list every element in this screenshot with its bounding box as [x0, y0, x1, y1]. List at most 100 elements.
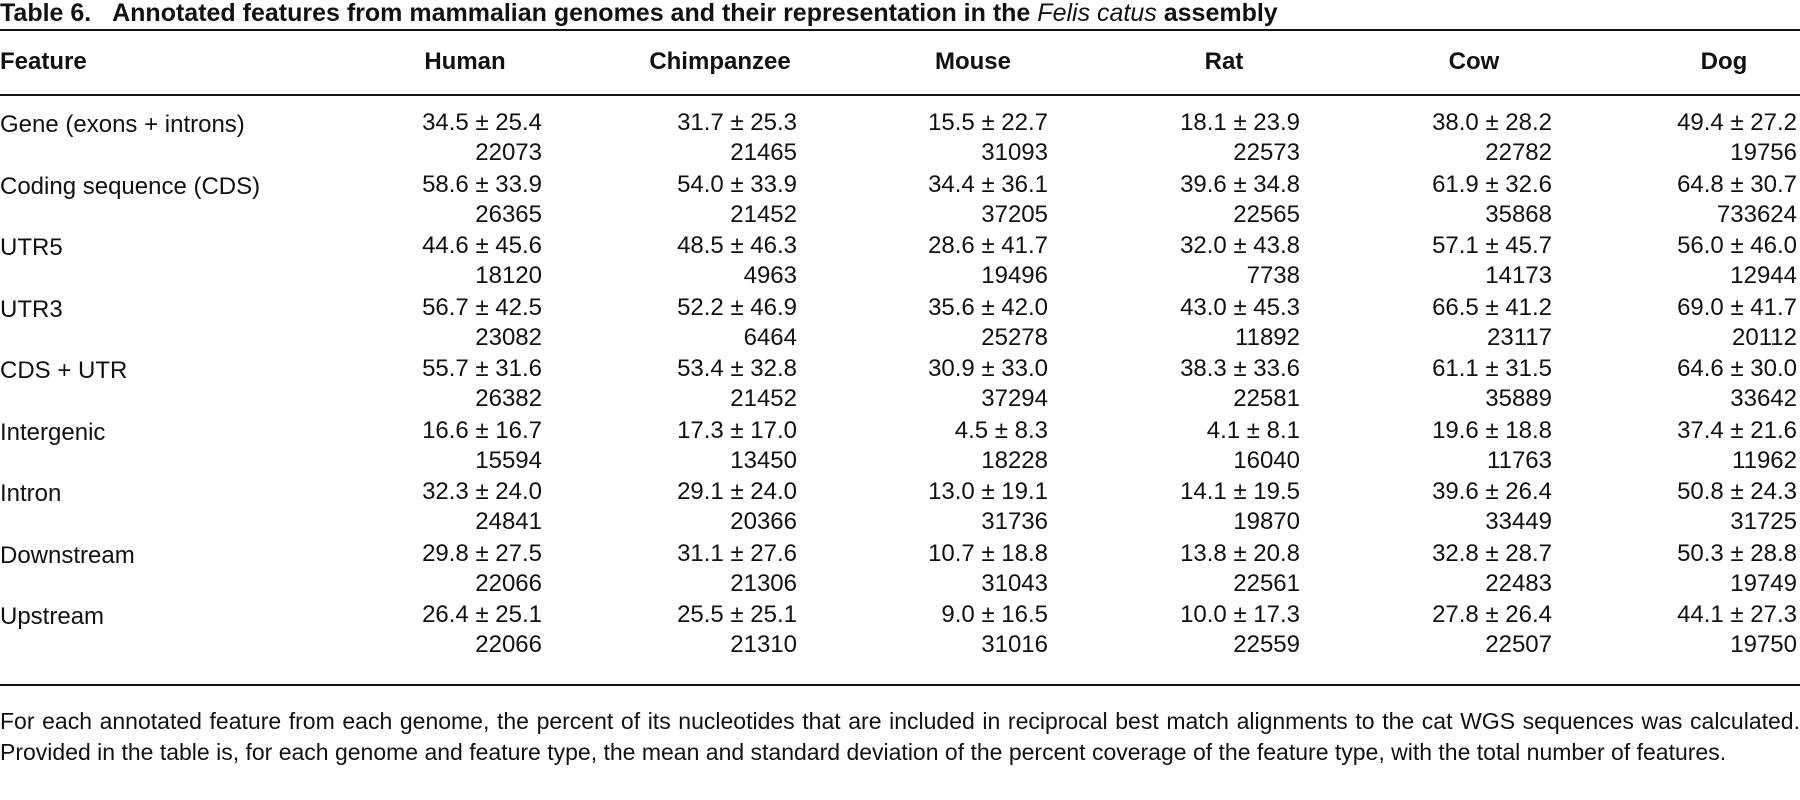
table-cell: 69.0 ± 41.7 20112 — [1597, 293, 1797, 353]
cell-count: 26365 — [475, 200, 542, 228]
cell-count: 31093 — [981, 139, 1048, 166]
table-cell: 61.1 ± 31.5 35889 — [1352, 354, 1552, 414]
table-cell: 26.4 ± 25.1 22066 — [342, 600, 542, 660]
cell-mean-sd: 32.3 ± 24.0 — [422, 478, 542, 505]
cell-count: 22561 — [1233, 569, 1300, 597]
cell-mean-sd: 17.3 ± 17.0 — [677, 416, 797, 444]
cell-count: 22559 — [1233, 631, 1300, 658]
cell-count: 33449 — [1485, 508, 1552, 535]
table-cell: 38.0 ± 28.2 22782 — [1352, 108, 1552, 168]
feature-label: Downstream — [0, 541, 135, 569]
cell-mean-sd: 48.5 ± 46.3 — [677, 232, 797, 259]
cell-mean-sd: 13.8 ± 20.8 — [1180, 539, 1300, 567]
feature-label: Coding sequence (CDS) — [0, 172, 261, 200]
table-cell: 32.3 ± 24.0 24841 — [342, 477, 542, 537]
cell-mean-sd: 14.1 ± 19.5 — [1180, 478, 1300, 505]
table-cell: 64.8 ± 30.7 733624 — [1597, 170, 1797, 230]
cell-count: 21465 — [730, 139, 797, 166]
cell-mean-sd: 58.6 ± 33.9 — [422, 170, 542, 198]
cell-count: 18228 — [981, 446, 1048, 474]
cell-mean-sd: 34.5 ± 25.4 — [422, 109, 542, 136]
cell-count: 16040 — [1233, 446, 1300, 474]
cell-count: 22565 — [1233, 200, 1300, 228]
cell-mean-sd: 10.0 ± 17.3 — [1180, 601, 1300, 628]
table-cell: 10.7 ± 18.8 31043 — [848, 539, 1048, 599]
cell-mean-sd: 54.0 ± 33.9 — [677, 170, 797, 198]
cell-count: 12944 — [1730, 262, 1797, 289]
cell-count: 22507 — [1485, 631, 1552, 658]
table-title-suffix: assembly — [1163, 0, 1278, 27]
cell-mean-sd: 18.1 ± 23.9 — [1180, 109, 1300, 136]
table-cell: 56.0 ± 46.0 12944 — [1597, 231, 1797, 291]
feature-label: Intron — [0, 480, 62, 507]
cell-mean-sd: 61.9 ± 32.6 — [1432, 170, 1552, 198]
cell-count: 23117 — [1487, 323, 1552, 351]
feature-label: CDS + UTR — [0, 357, 128, 384]
cell-count: 19870 — [1233, 508, 1300, 535]
column-header-feature: Feature — [0, 48, 87, 75]
cell-mean-sd: 39.6 ± 26.4 — [1432, 478, 1552, 505]
table-cell: 56.7 ± 42.5 23082 — [342, 293, 542, 353]
cell-count: 13450 — [730, 446, 797, 474]
feature-label: UTR3 — [0, 295, 63, 323]
cell-count: 11763 — [1487, 446, 1552, 474]
cell-mean-sd: 49.4 ± 27.2 — [1677, 109, 1797, 136]
cell-count: 35889 — [1485, 385, 1552, 412]
cell-count: 31725 — [1730, 508, 1797, 535]
cell-mean-sd: 55.7 ± 31.6 — [422, 355, 542, 382]
cell-mean-sd: 15.5 ± 22.7 — [928, 109, 1048, 136]
table-cell: 14.1 ± 19.5 19870 — [1100, 477, 1300, 537]
column-header-cow: Cow — [1448, 48, 1500, 75]
cell-count: 19750 — [1730, 631, 1797, 658]
cell-count: 20366 — [730, 508, 797, 535]
cell-count: 6464 — [743, 323, 797, 351]
column-header-chimpanzee: Chimpanzee — [649, 48, 791, 75]
cell-mean-sd: 32.8 ± 28.7 — [1432, 539, 1552, 567]
table-cell: 29.1 ± 24.0 20366 — [597, 477, 797, 537]
cell-count: 22073 — [475, 139, 542, 166]
cell-count: 21310 — [730, 631, 797, 658]
table-cell: 38.3 ± 33.6 22581 — [1100, 354, 1300, 414]
cell-mean-sd: 56.0 ± 46.0 — [1677, 232, 1797, 259]
table-cell: 44.1 ± 27.3 19750 — [1597, 600, 1797, 660]
table-cell: 66.5 ± 41.2 23117 — [1352, 293, 1552, 353]
cell-count: 733624 — [1716, 200, 1797, 228]
table-cell: 48.5 ± 46.3 4963 — [597, 231, 797, 291]
cell-count: 22483 — [1485, 569, 1552, 597]
table-title-text: Annotated features from mammalian genome… — [112, 0, 1031, 27]
cell-count: 21306 — [730, 569, 797, 597]
table-title-species: Felis catus — [1037, 0, 1157, 27]
feature-label: UTR5 — [0, 234, 63, 261]
cell-count: 18120 — [475, 262, 542, 289]
cell-mean-sd: 50.8 ± 24.3 — [1677, 478, 1797, 505]
cell-mean-sd: 30.9 ± 33.0 — [928, 355, 1048, 382]
table-cell: 35.6 ± 42.0 25278 — [848, 293, 1048, 353]
table-cell: 53.4 ± 32.8 21452 — [597, 354, 797, 414]
cell-count: 25278 — [981, 323, 1048, 351]
cell-mean-sd: 26.4 ± 25.1 — [422, 601, 542, 628]
bottom-rule — [0, 684, 1800, 686]
cell-mean-sd: 50.3 ± 28.8 — [1677, 539, 1797, 567]
cell-mean-sd: 38.3 ± 33.6 — [1180, 355, 1300, 382]
table-cell: 16.6 ± 16.7 15594 — [342, 416, 542, 476]
column-header-mouse: Mouse — [934, 48, 1011, 75]
cell-mean-sd: 31.1 ± 27.6 — [677, 539, 797, 567]
table-cell: 39.6 ± 26.4 33449 — [1352, 477, 1552, 537]
cell-count: 19496 — [981, 262, 1048, 289]
cell-mean-sd: 37.4 ± 21.6 — [1677, 416, 1797, 444]
cell-count: 20112 — [1732, 323, 1797, 351]
table-cell: 37.4 ± 21.6 11962 — [1597, 416, 1797, 476]
table-cell: 31.1 ± 27.6 21306 — [597, 539, 797, 599]
table-cell: 13.0 ± 19.1 31736 — [848, 477, 1048, 537]
feature-label: Upstream — [0, 603, 105, 630]
cell-mean-sd: 57.1 ± 45.7 — [1432, 232, 1552, 259]
table-cell: 27.8 ± 26.4 22507 — [1352, 600, 1552, 660]
column-header-human: Human — [424, 48, 506, 75]
cell-mean-sd: 69.0 ± 41.7 — [1677, 293, 1797, 321]
cell-count: 7738 — [1246, 262, 1300, 289]
cell-count: 35868 — [1485, 200, 1552, 228]
cell-mean-sd: 4.1 ± 8.1 — [1206, 416, 1300, 444]
cell-mean-sd: 53.4 ± 32.8 — [677, 355, 797, 382]
cell-mean-sd: 16.6 ± 16.7 — [422, 416, 542, 444]
table-cell: 57.1 ± 45.7 14173 — [1352, 231, 1552, 291]
